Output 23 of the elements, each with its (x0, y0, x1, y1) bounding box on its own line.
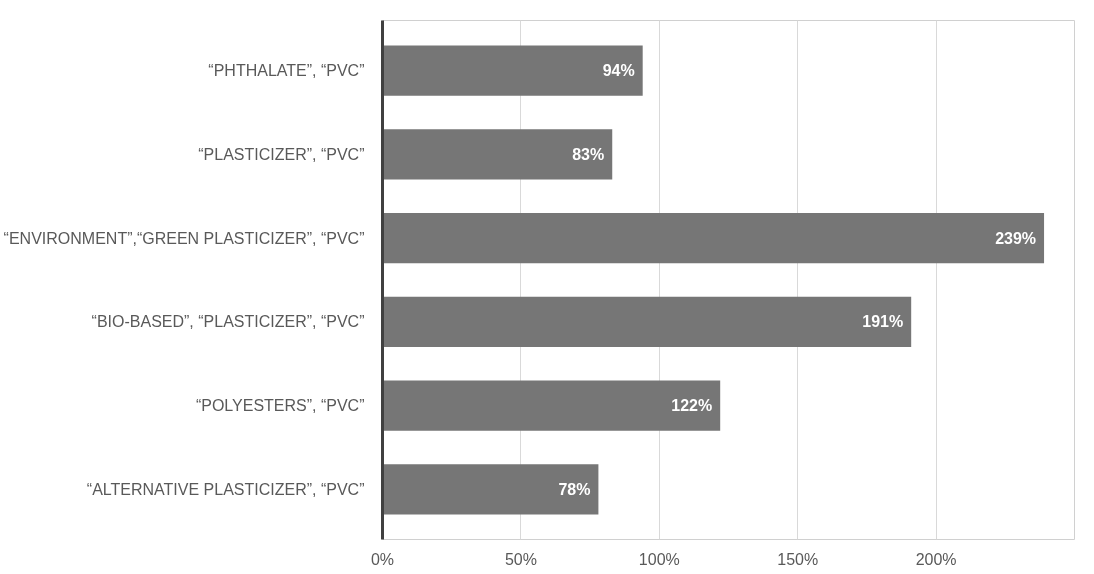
y-tick-label: “PLASTICIZER”, “PVC” (198, 145, 365, 163)
data-label: 94% (602, 62, 635, 80)
bar (382, 45, 643, 96)
bar (382, 380, 721, 431)
bar (382, 213, 1045, 264)
y-tick-label: “POLYESTERS”, “PVC” (195, 397, 365, 415)
data-label: 191% (862, 313, 904, 331)
x-tick-label: 200% (915, 550, 957, 568)
x-tick-label: 50% (504, 550, 537, 568)
bar (382, 296, 912, 347)
x-tick-label: 0% (370, 550, 395, 568)
data-label: 78% (558, 480, 591, 498)
data-label: 83% (572, 145, 605, 163)
y-tick-label: “PHTHALATE”, “PVC” (208, 62, 365, 80)
x-tick-label: 100% (638, 550, 680, 568)
y-tick-label: “ALTERNATIVE PLASTICIZER”, “PVC” (86, 480, 365, 498)
bar (382, 464, 599, 515)
x-tick-label: 150% (777, 550, 819, 568)
y-tick-label: “ENVIRONMENT”,“GREEN PLASTICIZER”, “PVC” (3, 229, 365, 247)
y-tick-label: “BIO-BASED”, “PLASTICIZER”, “PVC” (91, 313, 365, 331)
data-label: 122% (671, 397, 713, 415)
data-label: 239% (995, 229, 1037, 247)
bar (382, 129, 613, 180)
